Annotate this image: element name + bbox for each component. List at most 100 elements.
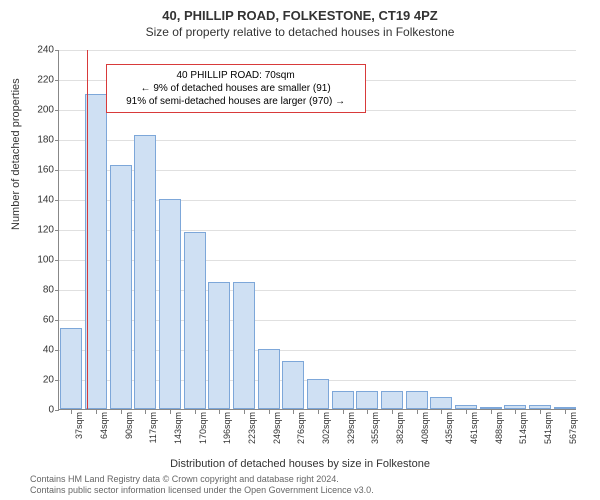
xtick-mark (269, 410, 270, 414)
xtick-label: 514sqm (518, 412, 528, 444)
xtick-label: 143sqm (173, 412, 183, 444)
histogram-bar (307, 379, 329, 409)
ytick-mark (55, 200, 59, 201)
xtick-mark (96, 410, 97, 414)
histogram-bar (504, 405, 526, 410)
ytick-label: 20 (24, 375, 54, 386)
reference-line (87, 50, 88, 409)
histogram-bar (184, 232, 206, 409)
xtick-label: 249sqm (272, 412, 282, 444)
xtick-label: 408sqm (420, 412, 430, 444)
histogram-bar (406, 391, 428, 409)
ytick-label: 120 (24, 225, 54, 236)
xtick-label: 488sqm (494, 412, 504, 444)
histogram-bar (258, 349, 280, 409)
xtick-label: 276sqm (296, 412, 306, 444)
xtick-label: 64sqm (99, 412, 109, 439)
xtick-mark (318, 410, 319, 414)
histogram-bar (332, 391, 354, 409)
plot-region: 02040608010012014016018020022024037sqm64… (58, 50, 576, 410)
footer-line2: Contains public sector information licen… (30, 485, 374, 496)
xtick-mark (121, 410, 122, 414)
histogram-bar (381, 391, 403, 409)
xtick-mark (441, 410, 442, 414)
xtick-label: 90sqm (124, 412, 134, 439)
xtick-label: 196sqm (222, 412, 232, 444)
histogram-bar (159, 199, 181, 409)
histogram-bar (480, 407, 502, 409)
xtick-mark (71, 410, 72, 414)
xtick-mark (417, 410, 418, 414)
page-subtitle: Size of property relative to detached ho… (0, 25, 600, 39)
ytick-label: 60 (24, 315, 54, 326)
xtick-label: 382sqm (395, 412, 405, 444)
xtick-label: 461sqm (469, 412, 479, 444)
xtick-mark (293, 410, 294, 414)
xtick-label: 117sqm (148, 412, 158, 443)
xtick-label: 170sqm (198, 412, 208, 444)
histogram-bar (60, 328, 82, 409)
xtick-mark (491, 410, 492, 414)
xtick-mark (170, 410, 171, 414)
x-axis-label: Distribution of detached houses by size … (0, 458, 600, 470)
ytick-label: 240 (24, 45, 54, 56)
ytick-mark (55, 140, 59, 141)
ytick-label: 80 (24, 285, 54, 296)
ytick-mark (55, 350, 59, 351)
annotation-line2: ← 9% of detached houses are smaller (91) (115, 82, 357, 95)
ytick-label: 40 (24, 345, 54, 356)
histogram-bar (529, 405, 551, 410)
xtick-label: 435sqm (444, 412, 454, 444)
xtick-label: 302sqm (321, 412, 331, 444)
page-title: 40, PHILLIP ROAD, FOLKESTONE, CT19 4PZ (0, 0, 600, 23)
ytick-mark (55, 290, 59, 291)
chart-container: 40, PHILLIP ROAD, FOLKESTONE, CT19 4PZ S… (0, 0, 600, 500)
footer-line1: Contains HM Land Registry data © Crown c… (30, 474, 374, 485)
ytick-mark (55, 170, 59, 171)
ytick-label: 180 (24, 135, 54, 146)
histogram-bar (134, 135, 156, 410)
xtick-label: 329sqm (346, 412, 356, 444)
histogram-bar (282, 361, 304, 409)
xtick-mark (540, 410, 541, 414)
annotation-line1: 40 PHILLIP ROAD: 70sqm (115, 69, 357, 82)
y-axis-label: Number of detached properties (10, 78, 22, 230)
chart-area: 02040608010012014016018020022024037sqm64… (58, 50, 576, 410)
histogram-bar (233, 282, 255, 410)
ytick-mark (55, 230, 59, 231)
xtick-label: 567sqm (568, 412, 578, 444)
xtick-mark (466, 410, 467, 414)
histogram-bar (554, 407, 576, 409)
annotation-line3: 91% of semi-detached houses are larger (… (115, 95, 357, 108)
xtick-label: 541sqm (543, 412, 553, 444)
ytick-label: 140 (24, 195, 54, 206)
ytick-label: 100 (24, 255, 54, 266)
histogram-bar (455, 405, 477, 410)
gridline (59, 50, 576, 51)
xtick-mark (392, 410, 393, 414)
xtick-mark (367, 410, 368, 414)
histogram-bar (356, 391, 378, 409)
xtick-mark (515, 410, 516, 414)
histogram-bar (208, 282, 230, 410)
ytick-mark (55, 80, 59, 81)
ytick-label: 0 (24, 405, 54, 416)
ytick-mark (55, 50, 59, 51)
ytick-label: 200 (24, 105, 54, 116)
xtick-label: 355sqm (370, 412, 380, 444)
ytick-label: 160 (24, 165, 54, 176)
ytick-mark (55, 410, 59, 411)
histogram-bar (430, 397, 452, 409)
xtick-label: 37sqm (74, 412, 84, 439)
ytick-mark (55, 110, 59, 111)
xtick-mark (343, 410, 344, 414)
footer-attribution: Contains HM Land Registry data © Crown c… (30, 474, 374, 496)
xtick-label: 223sqm (247, 412, 257, 444)
ytick-label: 220 (24, 75, 54, 86)
ytick-mark (55, 380, 59, 381)
xtick-mark (219, 410, 220, 414)
histogram-bar (110, 165, 132, 410)
xtick-mark (145, 410, 146, 414)
ytick-mark (55, 320, 59, 321)
xtick-mark (565, 410, 566, 414)
